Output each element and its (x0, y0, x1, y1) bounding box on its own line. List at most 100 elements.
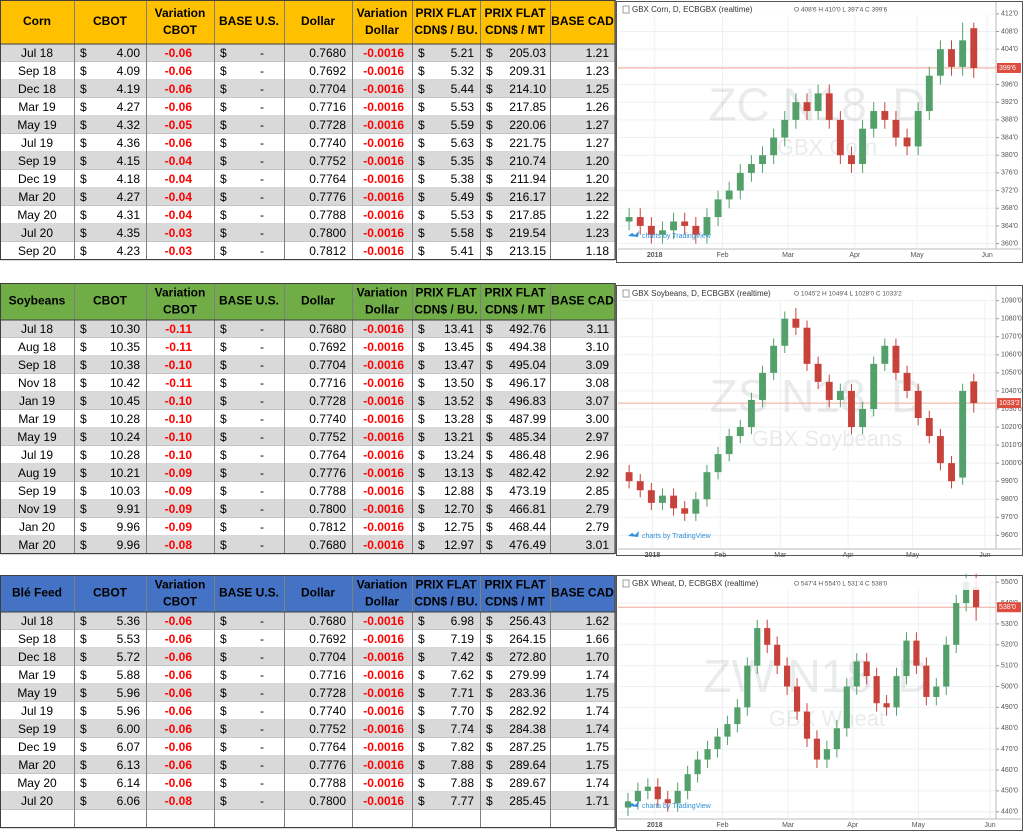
currency-sign: $ (486, 394, 493, 408)
contract-month: Mar 20 (18, 538, 56, 552)
cbot-price: 6.00 (117, 722, 141, 736)
contract-month: Jul 18 (21, 46, 53, 60)
candle-body (959, 390, 967, 478)
dollar-rate: 0.7728 (309, 394, 346, 408)
dollar-variation: -0.0016 (363, 322, 404, 336)
table-row-bg (0, 464, 615, 482)
currency-sign: $ (418, 64, 425, 78)
cbot-variation: -0.08 (165, 538, 193, 552)
chart-frame (616, 1, 1023, 263)
table-row-bg (0, 666, 615, 684)
legend-bg (620, 288, 990, 300)
contract-month: Mar 19 (18, 668, 56, 682)
currency-sign: $ (220, 118, 227, 132)
dollar-variation: -0.0016 (363, 412, 404, 426)
currency-sign: $ (486, 502, 493, 516)
base-us: - (260, 46, 264, 60)
dollar-rate: 0.7680 (309, 46, 346, 60)
dollar-variation: -0.0016 (363, 704, 404, 718)
currency-sign: $ (220, 358, 227, 372)
base-us: - (260, 448, 264, 462)
cbot-variation: -0.03 (165, 244, 193, 258)
currency-sign: $ (418, 776, 425, 790)
dollar-variation: -0.0016 (363, 358, 404, 372)
dollar-variation: -0.0016 (363, 340, 404, 354)
candle-body (883, 703, 890, 708)
dollar-variation: -0.0016 (363, 244, 404, 258)
dollar-variation: -0.0016 (363, 686, 404, 700)
contract-month: May 20 (17, 776, 57, 790)
flat-price-bu: 7.88 (451, 758, 475, 772)
dollar-rate: 0.7788 (309, 208, 346, 222)
flat-price-bu: 13.21 (444, 430, 474, 444)
table-row-bg (0, 630, 615, 648)
currency-sign: $ (418, 704, 425, 718)
candle-body (681, 508, 689, 514)
candle-body (644, 786, 651, 791)
candle-body (781, 318, 789, 346)
base-cad: 2.92 (586, 466, 610, 480)
candle-body (647, 225, 655, 235)
cbot-price: 10.03 (110, 484, 140, 498)
y-tick-label: 460'0 (1001, 767, 1018, 774)
cbot-price: 10.30 (110, 322, 140, 336)
dollar-variation: -0.0016 (363, 614, 404, 628)
header-label: PRIX FLAT (415, 578, 477, 592)
base-cad: 3.08 (586, 376, 610, 390)
dollar-rate: 0.7764 (309, 448, 346, 462)
y-tick-label: 408'0 (1001, 28, 1018, 35)
flat-price-bu: 5.44 (451, 82, 475, 96)
x-tick-label: Apr (847, 822, 859, 829)
dollar-rate: 0.7692 (309, 340, 346, 354)
base-cad: 1.75 (586, 740, 610, 754)
flat-price-mt: 211.94 (510, 172, 546, 186)
base-us: - (260, 650, 264, 664)
contract-month: Sep 18 (18, 632, 56, 646)
flat-price-mt: 486.48 (509, 448, 546, 462)
table-row-bg (0, 446, 615, 464)
x-tick-label: Mar (782, 822, 795, 829)
candle-body (764, 628, 771, 645)
y-tick-label: 412'0 (1001, 11, 1018, 18)
currency-sign: $ (220, 502, 227, 516)
chart-title: GBX Soybeans, D, ECBGBX (realtime) (632, 289, 771, 298)
dollar-variation: -0.0016 (363, 776, 404, 790)
currency-sign: $ (220, 136, 227, 150)
cbot-variation: -0.06 (165, 82, 193, 96)
cbot-variation: -0.06 (165, 136, 193, 150)
x-tick-label: Apr (849, 252, 861, 259)
last-price-tag (997, 398, 1021, 409)
header-label: Variation (155, 286, 206, 300)
flat-price-bu: 6.98 (451, 614, 475, 628)
header-label: CDN$ / MT (485, 595, 546, 609)
base-cad: 1.70 (586, 650, 610, 664)
table-row-bg (0, 518, 615, 536)
candle-body (813, 738, 821, 760)
base-us: - (260, 190, 264, 204)
y-tick-label: 384'0 (1001, 134, 1018, 141)
candle-body (747, 164, 755, 173)
flat-price-mt: 487.99 (509, 412, 546, 426)
base-cad: 1.18 (586, 244, 610, 258)
currency-sign: $ (80, 466, 87, 480)
base-us: - (260, 376, 264, 390)
candle-body (970, 28, 978, 68)
x-tick-label: May (910, 252, 924, 259)
currency-sign: $ (80, 520, 87, 534)
base-cad: 2.85 (586, 484, 610, 498)
cbot-price: 4.35 (117, 226, 141, 240)
y-tick-label: 470'0 (1001, 746, 1018, 753)
currency-sign: $ (80, 322, 87, 336)
currency-sign: $ (80, 776, 87, 790)
y-tick-label: 380'0 (1001, 152, 1018, 159)
currency-sign: $ (80, 154, 87, 168)
currency-sign: $ (486, 466, 493, 480)
currency-sign: $ (486, 46, 493, 60)
candle-body (973, 587, 980, 608)
currency-sign: $ (486, 632, 493, 646)
contract-month: Jul 19 (21, 704, 53, 718)
currency-sign: $ (418, 46, 425, 60)
currency-sign: $ (486, 758, 493, 772)
contract-month: Jan 20 (19, 520, 55, 534)
base-us: - (260, 538, 264, 552)
